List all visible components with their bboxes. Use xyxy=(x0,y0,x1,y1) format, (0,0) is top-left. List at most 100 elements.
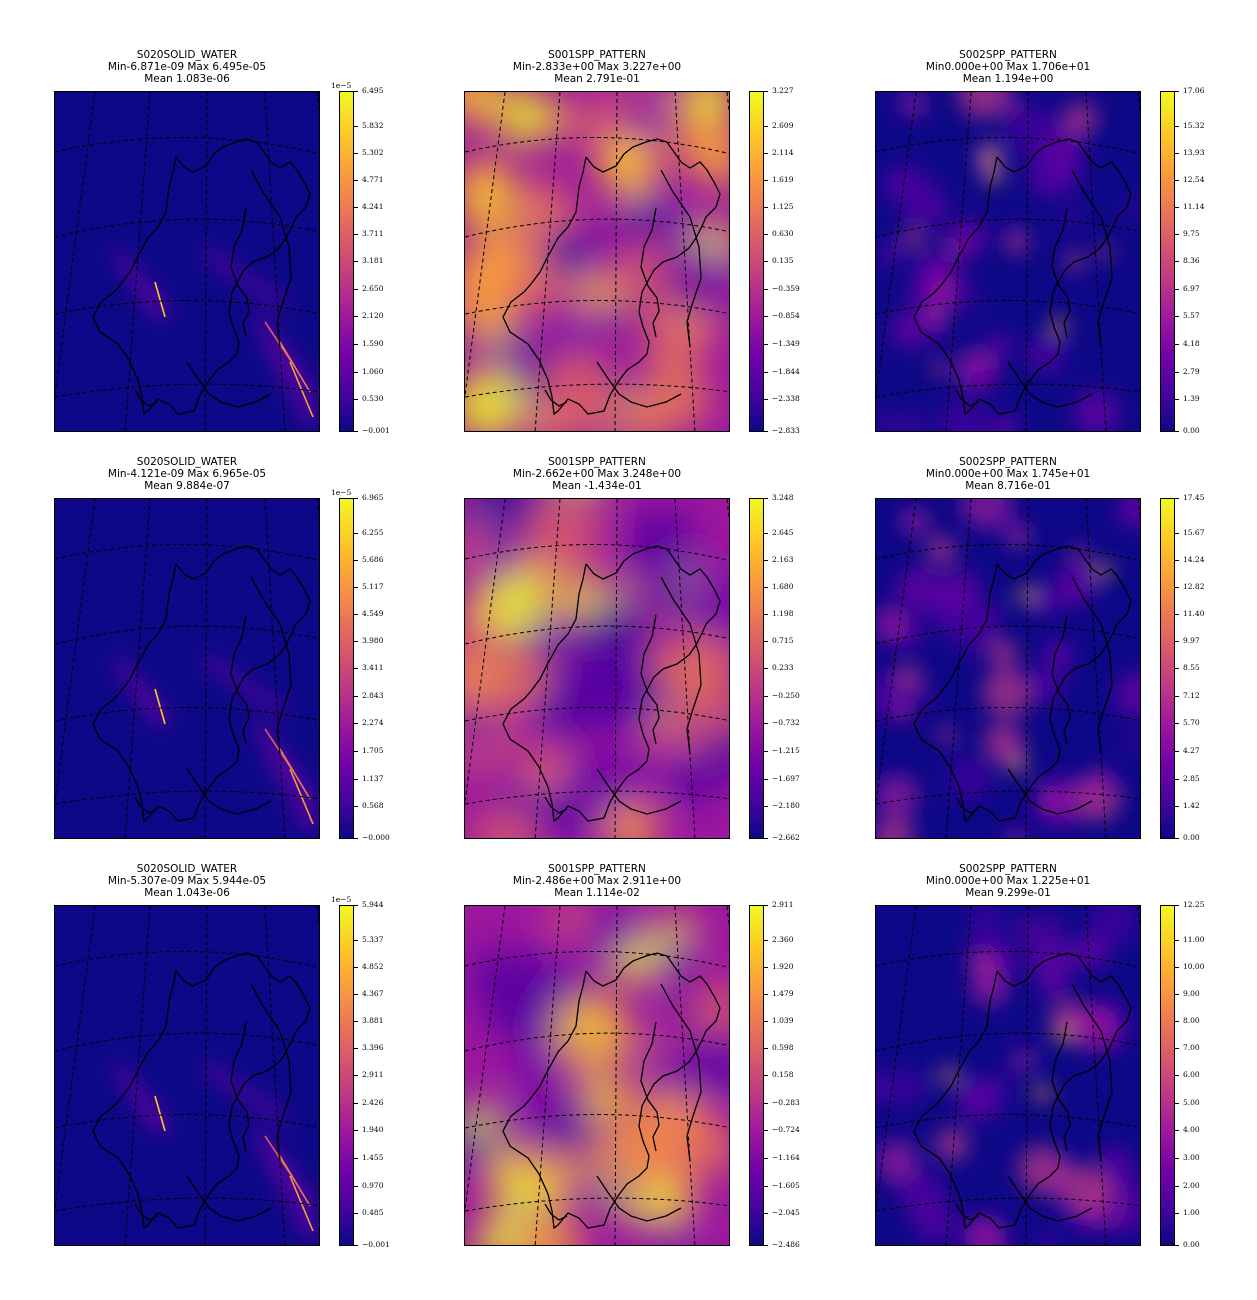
colorbar-tick-label: 3.711 xyxy=(362,229,384,238)
colorbar-tick-label: −0.283 xyxy=(772,1098,800,1107)
colorbar-tick-label: −2.833 xyxy=(772,426,800,435)
colorbar-tick xyxy=(1175,940,1179,941)
colorbar-tick xyxy=(764,261,768,262)
colorbar-tick xyxy=(1175,751,1179,752)
colorbar-tick-label: 3.980 xyxy=(362,636,384,645)
colorbar-tick xyxy=(354,1075,358,1076)
colorbar-tick xyxy=(354,940,358,941)
colorbar-tick-label: 3.396 xyxy=(362,1043,384,1052)
colorbar-tick-label: −0.732 xyxy=(772,718,800,727)
colorbar-tick xyxy=(354,779,358,780)
graticule xyxy=(876,906,1140,1245)
graticule xyxy=(55,499,319,838)
colorbar-tick xyxy=(764,344,768,345)
colorbar-tick xyxy=(1175,316,1179,317)
graticule xyxy=(876,92,1140,431)
colorbar-tick xyxy=(1175,372,1179,373)
colorbar-tick-label: 4.00 xyxy=(1183,1125,1200,1134)
colorbar-tick xyxy=(354,91,358,92)
colorbar xyxy=(749,498,764,839)
title-mean: Mean 9.299e-01 xyxy=(965,887,1051,899)
colorbar-tick-label: 15.32 xyxy=(1183,121,1205,130)
colorbar-tick xyxy=(1175,905,1179,906)
colorbar-tick xyxy=(354,289,358,290)
colorbar-tick-label: 5.70 xyxy=(1183,718,1200,727)
map-panel-r0c1: S001SPP_PATTERN Min-2.833e+00 Max 3.227e+… xyxy=(464,49,864,449)
colorbar-tick-label: 2.163 xyxy=(772,555,794,564)
map-axes xyxy=(875,905,1141,1246)
title-stats: Min-2.662e+00 Max 3.248e+00 xyxy=(512,468,682,480)
coastlines xyxy=(913,952,1132,1230)
title-stats: Min-6.871e-09 Max 6.495e-05 xyxy=(107,61,267,73)
colorbar-tick-label: −1.697 xyxy=(772,774,800,783)
colorbar-tick-label: 1.455 xyxy=(362,1153,384,1162)
coastlines xyxy=(92,545,311,823)
colorbar-tick-label: 1.940 xyxy=(362,1125,384,1134)
colorbar xyxy=(1160,498,1175,839)
colorbar-tick-label: 0.970 xyxy=(362,1181,384,1190)
colorbar xyxy=(339,91,354,432)
colorbar-tick xyxy=(764,751,768,752)
title-stats: Min0.000e+00 Max 1.706e+01 xyxy=(925,61,1091,73)
colorbar-tick-label: 7.00 xyxy=(1183,1043,1200,1052)
colorbar-tick-label: 7.12 xyxy=(1183,691,1200,700)
colorbar-tick xyxy=(1175,533,1179,534)
colorbar-tick-label: 13.93 xyxy=(1183,148,1205,157)
panel-title: S002SPP_PATTERN Min0.000e+00 Max 1.225e+0… xyxy=(875,863,1141,899)
panel-title: S001SPP_PATTERN Min-2.833e+00 Max 3.227e+… xyxy=(464,49,730,85)
colorbar-tick xyxy=(354,1021,358,1022)
colorbar-tick-label: 8.36 xyxy=(1183,256,1200,265)
colorbar-tick-label: −2.662 xyxy=(772,833,800,842)
colorbar-tick-label: 1.479 xyxy=(772,989,794,998)
colorbar-tick-label: 2.911 xyxy=(362,1070,384,1079)
colorbar-tick-label: 0.630 xyxy=(772,229,794,238)
coastlines xyxy=(502,952,721,1230)
colorbar xyxy=(339,498,354,839)
colorbar-tick xyxy=(1175,614,1179,615)
title-stats: Min0.000e+00 Max 1.225e+01 xyxy=(925,875,1091,887)
colorbar-tick xyxy=(1175,153,1179,154)
colorbar-tick-label: −0.001 xyxy=(362,1240,390,1249)
colorbar-tick xyxy=(1175,560,1179,561)
map-axes xyxy=(464,498,730,839)
colorbar-tick-label: 3.411 xyxy=(362,663,384,672)
colorbar-tick xyxy=(354,344,358,345)
colorbar-tick xyxy=(1175,1048,1179,1049)
title-mean: Mean 1.194e+00 xyxy=(962,73,1054,85)
colorbar-tick-label: 1.42 xyxy=(1183,801,1200,810)
colorbar-tick xyxy=(354,1213,358,1214)
colorbar-tick xyxy=(1175,994,1179,995)
coastlines xyxy=(502,138,721,416)
colorbar-tick xyxy=(354,967,358,968)
colorbar-tick-label: 6.255 xyxy=(362,528,384,537)
colorbar xyxy=(339,905,354,1246)
graticule xyxy=(55,92,319,431)
colorbar-tick-label: −0.250 xyxy=(772,691,800,700)
colorbar-tick-label: 4.241 xyxy=(362,202,384,211)
colorbar-tick-label: 11.00 xyxy=(1183,935,1205,944)
title-stats: Min-2.833e+00 Max 3.227e+00 xyxy=(512,61,682,73)
colorbar-tick xyxy=(1175,1075,1179,1076)
colorbar-tick xyxy=(1175,289,1179,290)
colorbar-tick xyxy=(1175,431,1179,432)
colorbar-tick-label: 12.25 xyxy=(1183,900,1205,909)
map-panel-r1c2: S002SPP_PATTERN Min0.000e+00 Max 1.745e+0… xyxy=(875,456,1257,856)
map-axes xyxy=(464,905,730,1246)
colorbar-tick xyxy=(354,533,358,534)
map-axes xyxy=(875,91,1141,432)
coastlines xyxy=(502,545,721,823)
colorbar-tick-label: 1.060 xyxy=(362,367,384,376)
colorbar-tick-label: 5.57 xyxy=(1183,311,1200,320)
colorbar-tick xyxy=(764,234,768,235)
colorbar-tick xyxy=(764,1048,768,1049)
title-variable: S020SOLID_WATER xyxy=(136,863,238,875)
colorbar-tick xyxy=(354,905,358,906)
colorbar-tick xyxy=(354,153,358,154)
colorbar-tick xyxy=(354,207,358,208)
colorbar-tick-label: 2.360 xyxy=(772,935,794,944)
colorbar-tick-label: 15.67 xyxy=(1183,528,1205,537)
colorbar-tick xyxy=(764,806,768,807)
colorbar-tick-label: 2.274 xyxy=(362,718,384,727)
map-axes xyxy=(54,905,320,1246)
map-axes xyxy=(875,498,1141,839)
